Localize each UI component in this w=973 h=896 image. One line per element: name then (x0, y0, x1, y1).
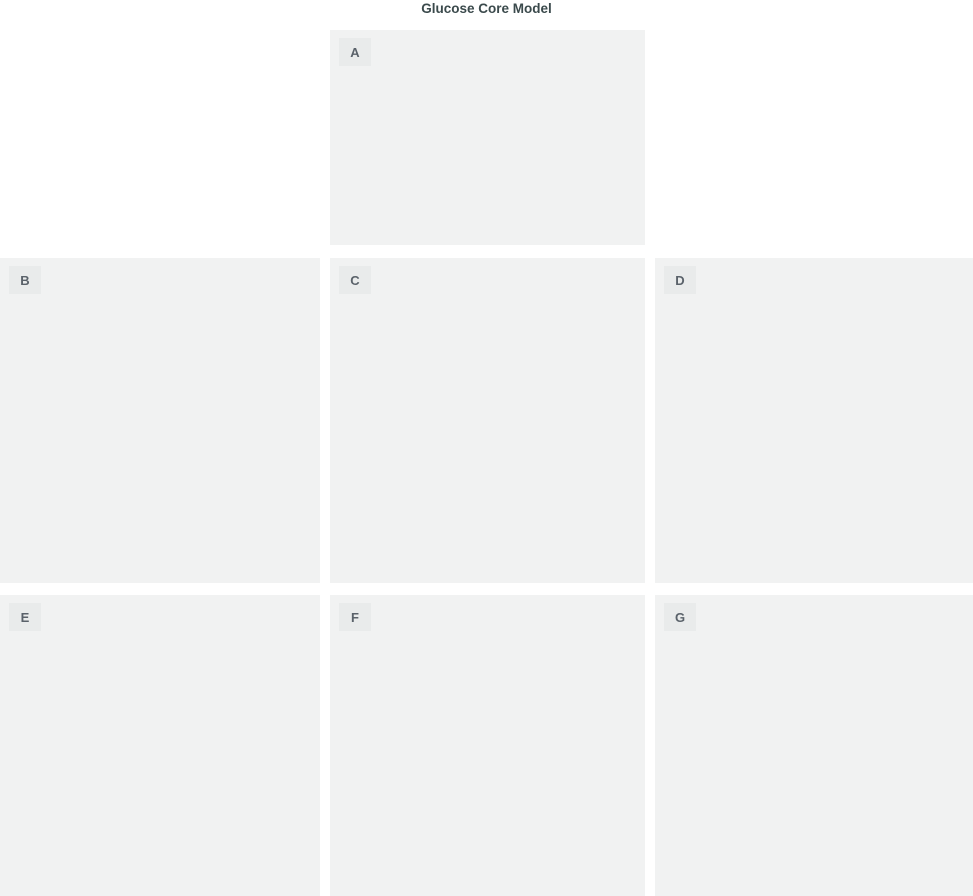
panel-f-plot (330, 595, 645, 896)
panel-f-label: F (339, 603, 371, 631)
panel-g: G (655, 595, 973, 896)
panel-f: F (330, 595, 645, 896)
panel-b-label: B (9, 266, 41, 294)
panel-a: A (330, 30, 645, 245)
panel-e-label: E (9, 603, 41, 631)
panel-b: B (0, 258, 320, 583)
panel-e: E (0, 595, 320, 896)
panel-c-label: C (339, 266, 371, 294)
panel-c-plot (330, 258, 645, 583)
panel-d: D (655, 258, 973, 583)
figure-title: Glucose Core Model (421, 1, 552, 16)
panel-a-label: A (339, 38, 371, 66)
panel-g-label: G (664, 603, 696, 631)
panel-a-plot (330, 30, 645, 245)
panel-b-plot (0, 258, 320, 583)
panel-d-label: D (664, 266, 696, 294)
panel-d-plot (655, 258, 973, 583)
panel-c: C (330, 258, 645, 583)
panel-e-plot (0, 595, 320, 896)
panel-g-plot (655, 595, 973, 896)
